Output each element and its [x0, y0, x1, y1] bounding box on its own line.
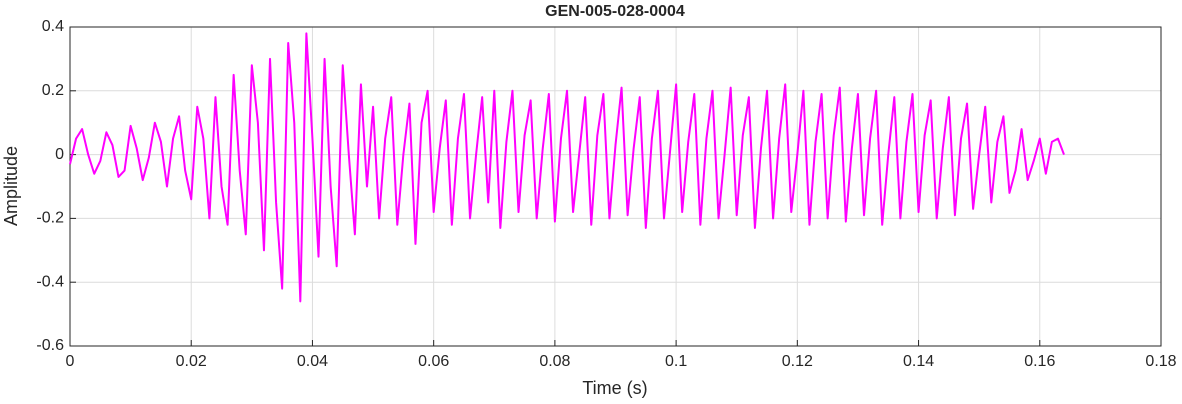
y-tick-label: -0.4 [36, 273, 64, 290]
signal-line [69, 32, 1065, 303]
y-tick-label: -0.6 [36, 337, 64, 354]
x-tick-label: 0.14 [903, 353, 934, 370]
x-tick-label: 0.16 [1024, 353, 1055, 370]
x-tick-label: 0 [66, 353, 75, 370]
x-tick-label: 0.12 [782, 353, 813, 370]
x-tick-label: 0.18 [1145, 353, 1176, 370]
x-tick-label: 0.08 [539, 353, 570, 370]
y-tick-label: 0.4 [42, 18, 64, 35]
axes-box [69, 26, 1162, 347]
x-tick-label: 0.1 [665, 353, 687, 370]
x-tick-label: 0.04 [297, 353, 328, 370]
x-axis-label: Time (s) [582, 378, 647, 398]
y-axis-label: Amplitude [1, 146, 21, 226]
y-tick-label: 0 [55, 146, 64, 163]
x-tick-label: 0.02 [176, 353, 207, 370]
x-tick-label: 0.06 [418, 353, 449, 370]
y-tick-label: 0.2 [42, 82, 64, 99]
chart-title: GEN-005-028-0004 [545, 3, 685, 20]
y-tick-label: -0.2 [36, 210, 64, 227]
